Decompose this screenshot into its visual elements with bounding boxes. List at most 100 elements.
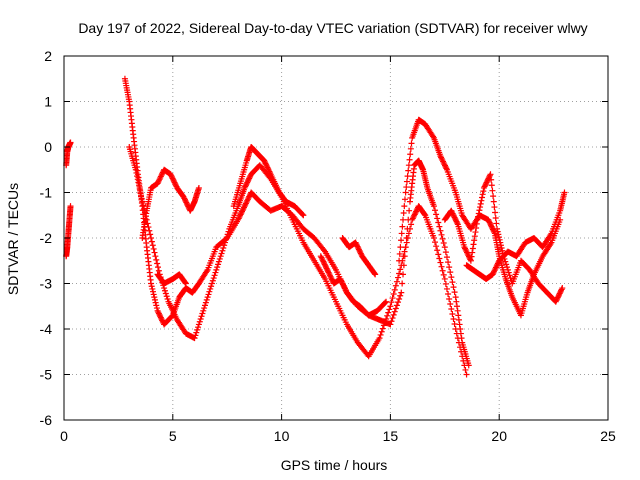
- data-point: [156, 311, 163, 318]
- data-point: [442, 249, 449, 256]
- series-track-1: [63, 139, 74, 169]
- data-point: [183, 200, 190, 207]
- data-point: [67, 139, 74, 146]
- data-point: [193, 329, 200, 336]
- data-point: [400, 209, 407, 216]
- data-point: [164, 295, 171, 302]
- data-point: [146, 227, 153, 234]
- data-point: [490, 193, 497, 200]
- data-point: [494, 225, 501, 232]
- data-point: [323, 265, 330, 272]
- data-point: [498, 245, 505, 252]
- data-point: [475, 210, 482, 217]
- y-tick-label: -1: [40, 185, 53, 201]
- data-point: [396, 257, 403, 264]
- data-point: [163, 293, 170, 300]
- data-point: [401, 248, 408, 255]
- data-point: [139, 198, 146, 205]
- data-point: [447, 269, 454, 276]
- data-point: [463, 371, 470, 378]
- chart-title: Day 197 of 2022, Sidereal Day-to-day VTE…: [78, 20, 587, 36]
- data-point: [439, 157, 446, 164]
- data-point: [438, 231, 445, 238]
- data-point: [494, 261, 501, 268]
- data-point: [490, 198, 497, 205]
- data-point: [197, 315, 204, 322]
- data-point: [403, 178, 410, 185]
- data-point: [445, 259, 452, 266]
- data-point: [152, 253, 159, 260]
- data-point: [450, 211, 457, 218]
- data-point: [206, 288, 213, 295]
- data-point: [404, 173, 411, 180]
- data-point: [222, 239, 229, 246]
- data-point: [212, 269, 219, 276]
- data-point: [432, 207, 439, 214]
- data-point: [162, 290, 169, 297]
- data-point: [472, 229, 479, 236]
- data-point: [385, 309, 392, 316]
- data-point: [401, 203, 408, 210]
- series-track-8: [396, 116, 564, 319]
- data-point: [398, 289, 405, 296]
- data-point: [439, 235, 446, 242]
- data-point: [455, 316, 462, 323]
- data-point: [435, 219, 442, 226]
- data-point: [339, 281, 346, 288]
- data-point: [435, 251, 442, 258]
- data-points: [63, 75, 568, 378]
- data-point: [400, 253, 407, 260]
- data-point: [355, 246, 362, 253]
- data-point: [182, 198, 189, 205]
- data-point: [328, 275, 335, 282]
- y-tick-label: -5: [40, 367, 53, 383]
- data-point: [221, 242, 228, 249]
- data-point: [325, 269, 332, 276]
- data-point: [490, 268, 497, 275]
- data-point: [453, 298, 460, 305]
- data-point: [393, 278, 400, 285]
- data-point: [393, 302, 400, 309]
- data-point: [413, 208, 420, 215]
- data-point: [469, 249, 476, 256]
- data-point: [149, 288, 156, 295]
- data-point: [409, 216, 416, 223]
- data-point: [558, 286, 565, 293]
- data-point: [170, 176, 177, 183]
- data-point: [453, 330, 460, 337]
- data-point: [140, 202, 147, 209]
- data-point: [485, 218, 492, 225]
- data-point: [401, 196, 408, 203]
- data-point: [246, 193, 253, 200]
- data-point: [194, 326, 201, 333]
- data-point: [225, 228, 232, 235]
- data-point: [261, 157, 268, 164]
- data-point: [392, 305, 399, 312]
- data-point: [441, 161, 448, 168]
- data-point: [340, 282, 347, 289]
- data-point: [264, 164, 271, 171]
- data-point: [490, 227, 497, 234]
- data-point: [491, 204, 498, 211]
- data-point: [184, 202, 191, 209]
- data-point: [213, 266, 220, 273]
- series-track-10: [463, 189, 568, 282]
- data-point: [478, 197, 485, 204]
- data-point: [134, 173, 141, 180]
- data-point: [406, 225, 413, 232]
- data-point: [430, 133, 437, 140]
- y-tick-label: 0: [44, 139, 52, 155]
- data-point: [159, 170, 166, 177]
- data-point: [479, 191, 486, 198]
- data-point: [382, 299, 389, 306]
- data-point: [354, 243, 361, 250]
- data-point: [430, 203, 437, 210]
- data-point: [195, 324, 202, 331]
- data-point: [180, 194, 187, 201]
- data-point: [240, 204, 247, 211]
- data-point: [324, 266, 331, 273]
- data-point: [554, 294, 561, 301]
- data-point: [219, 247, 226, 254]
- data-point: [216, 255, 223, 262]
- data-point: [398, 262, 405, 269]
